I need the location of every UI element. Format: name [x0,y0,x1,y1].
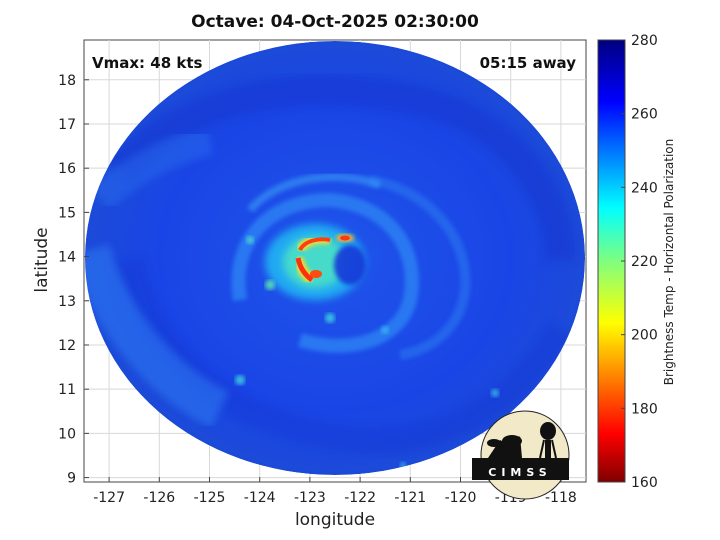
y-tick-label: 16 [58,161,76,177]
y-axis-label: latitude [32,227,52,293]
y-tick-label: 9 [67,471,76,487]
x-tick-label: -125 [194,490,226,506]
x-tick-label: -123 [294,490,326,506]
colorbar-tick-label: 220 [631,254,658,270]
microwave-swath [85,41,585,475]
y-tick-label: 13 [58,294,76,310]
y-tick-label: 10 [58,426,76,442]
colorbar-tick-label: 280 [631,33,658,49]
colorbar-tick-label: 240 [631,180,658,196]
colorbar-tick-label: 160 [631,475,658,491]
colorbar [597,39,626,483]
y-tick-label: 15 [58,205,76,221]
y-tick-label: 11 [58,382,76,398]
distance-label: 05:15 away [480,54,577,72]
cimss-logo: CIMSS [472,410,570,500]
colorbar-label: Brightness Temp - Horizontal Polarizatio… [662,138,676,386]
y-tick-label: 14 [58,250,76,266]
colorbar-tick-label: 200 [631,328,658,344]
y-tick-label: 17 [58,117,76,133]
y-tick-label: 12 [58,338,76,354]
plot-title: Octave: 04-Oct-2025 02:30:00 [191,12,479,32]
y-axis-ticks: 9 10 11 12 13 14 15 16 17 18 [58,73,89,487]
x-tick-label: -122 [344,490,376,506]
colorbar-ticks: 280 260 240 220 200 180 160 [621,33,658,491]
x-tick-label: -124 [244,490,276,506]
y-tick-label: 18 [58,73,76,89]
x-tick-label: -120 [445,490,477,506]
x-axis-ticks: -127 -126 -125 -124 -123 -122 -121 -120 -119 -118 [93,477,577,506]
x-tick-label: -127 [93,490,125,506]
vmax-label: Vmax: 48 kts [92,54,202,72]
x-tick-label: -118 [545,490,577,506]
logo-text: CIMSS [488,466,551,479]
x-axis-label: longitude [294,510,376,530]
x-tick-label: -126 [143,490,175,506]
colorbar-tick-label: 260 [631,107,658,123]
x-tick-label: -121 [394,490,426,506]
colorbar-tick-label: 180 [631,401,658,417]
